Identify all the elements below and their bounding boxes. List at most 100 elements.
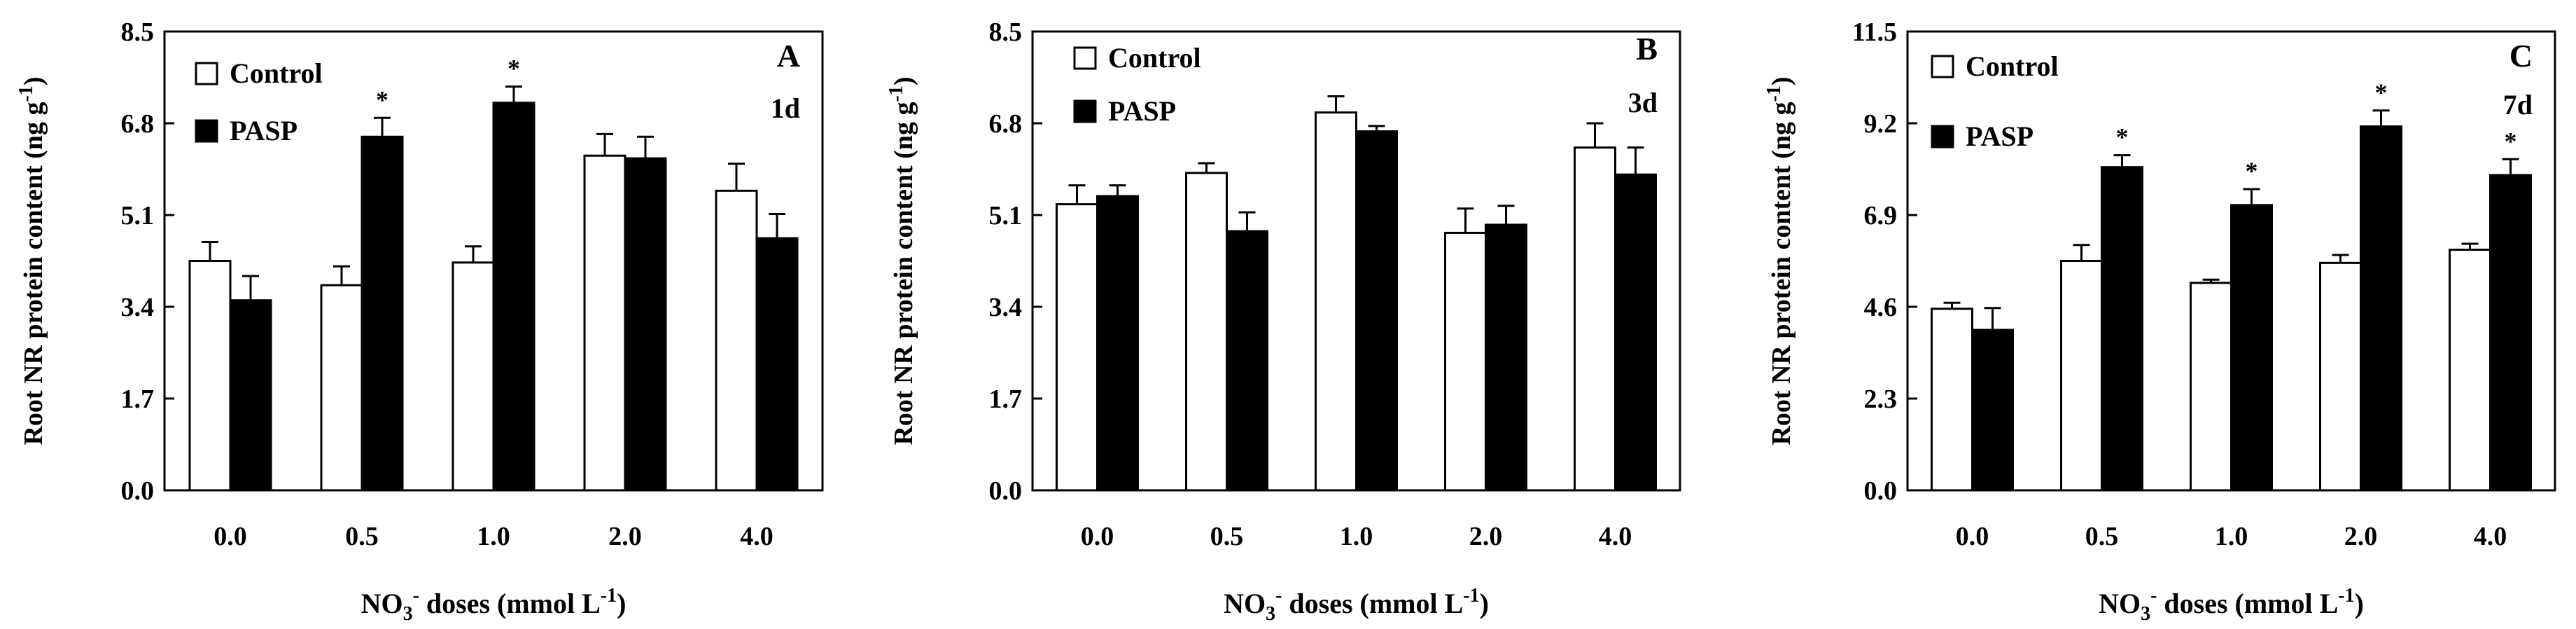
x-tick-label: 0.5 xyxy=(2085,522,2119,551)
bar-control xyxy=(1056,203,1098,492)
x-tick-label: 0.0 xyxy=(1081,522,1114,551)
bar-control xyxy=(715,189,758,492)
legend-label-pasp: PASP xyxy=(230,115,298,146)
x-axis-title-no: NO xyxy=(361,588,403,619)
bar-pasp xyxy=(492,102,536,492)
significance-marker: * xyxy=(376,85,388,113)
x-axis-title-sub: 3 xyxy=(2141,603,2150,625)
y-axis-title-sup: -1 xyxy=(1763,85,1785,102)
x-axis-title-sup2: -1 xyxy=(2338,585,2354,607)
significance-marker: * xyxy=(507,55,520,83)
legend-swatch-control xyxy=(1931,55,1954,78)
y-tick-label: 8.5 xyxy=(989,18,1023,47)
x-tick-label: 4.0 xyxy=(2474,522,2507,551)
x-tick-label: 0.5 xyxy=(345,522,379,551)
x-axis-title-end: ) xyxy=(1480,588,1489,619)
x-axis-title: NO3- doses (mmol L-1) xyxy=(361,585,626,625)
panel-b: 0.0 1.7 3.4 5.1 6.8 8.5 0.0 0.5 1.0 2.0 4.0 Control… xyxy=(886,18,1681,625)
bar-pasp xyxy=(2230,204,2273,492)
legend-swatch-control xyxy=(1073,46,1097,70)
legend-label-control: Control xyxy=(1966,50,2059,82)
y-axis-title: Root NR protein content (ng g-1) xyxy=(886,76,918,445)
y-tick-label: 0.0 xyxy=(121,476,155,506)
bar-control xyxy=(583,154,626,492)
bar-pasp xyxy=(755,237,799,492)
bar-pasp xyxy=(1485,223,1527,492)
bar-pasp xyxy=(2489,174,2532,492)
x-axis-title-end: ) xyxy=(2355,588,2364,619)
legend-swatch-pasp xyxy=(195,119,218,143)
panel-c: 0.0 2.3 4.6 6.9 9.2 11.5 0.0 0.5 * 1.0 * 2.0 * 4.0 * Co… xyxy=(1763,18,2556,625)
x-axis-title-sup: - xyxy=(1275,585,1282,607)
y-tick-label: 0.0 xyxy=(1864,476,1898,506)
bar-pasp xyxy=(2101,166,2143,492)
panel-label: C xyxy=(2510,38,2533,74)
legend: Control PASP xyxy=(195,57,323,146)
significance-marker: * xyxy=(2505,127,2517,155)
y-tick-label: 6.8 xyxy=(121,109,155,139)
bar-control xyxy=(451,261,495,492)
x-axis-title-sup2: -1 xyxy=(601,585,617,607)
legend-label-control: Control xyxy=(1108,42,1201,74)
legend-swatch-control xyxy=(195,62,218,85)
x-tick-label: 0.5 xyxy=(1210,522,1244,551)
y-axis-title-sup: -1 xyxy=(886,85,907,102)
y-tick-label: 1.7 xyxy=(121,385,155,414)
x-tick-label: 0.0 xyxy=(1956,522,1989,551)
x-axis-title-mid: doses (mmol L xyxy=(419,588,601,619)
x-tick-label: 4.0 xyxy=(1599,522,1632,551)
x-axis-title-sup: - xyxy=(2150,585,2157,607)
bar-pasp xyxy=(1226,230,1268,492)
legend-label-pasp: PASP xyxy=(1108,95,1176,127)
panel-label: A xyxy=(777,38,800,74)
bar-pasp xyxy=(1355,130,1398,492)
x-axis-title-end: ) xyxy=(617,588,626,619)
legend: Control PASP xyxy=(1073,42,1201,127)
bar-control xyxy=(188,260,232,492)
x-tick-label: 1.0 xyxy=(477,522,510,551)
bar-pasp xyxy=(1096,195,1139,492)
legend: Control PASP xyxy=(1931,50,2059,152)
x-axis-title-mid: doses (mmol L xyxy=(2157,588,2338,619)
x-axis-title-no: NO xyxy=(1224,588,1266,619)
bar-pasp xyxy=(624,157,667,492)
bar-control xyxy=(2190,282,2232,492)
bar-control xyxy=(1444,231,1487,492)
bar-pasp xyxy=(2360,125,2402,492)
bar-pasp xyxy=(360,135,404,492)
y-tick-label: 9.2 xyxy=(1864,109,1898,139)
y-axis-title-sup: -1 xyxy=(15,85,37,102)
bar-control xyxy=(320,284,363,492)
bar-control xyxy=(1315,111,1357,492)
bar-control xyxy=(1185,172,1228,492)
x-axis-title-mid: doses (mmol L xyxy=(1282,588,1463,619)
panel-duration: 1d xyxy=(771,92,800,124)
y-tick-label: 2.3 xyxy=(1864,385,1898,414)
y-axis-title: Root NR protein content (ng g-1) xyxy=(15,76,48,445)
legend-label-pasp: PASP xyxy=(1966,120,2033,152)
y-tick-label: 6.8 xyxy=(989,109,1023,139)
significance-marker: * xyxy=(2375,78,2388,106)
x-axis-title-sup: - xyxy=(413,585,419,607)
y-axis-title-end: ) xyxy=(1767,76,1796,85)
bar-control xyxy=(2060,260,2103,492)
bar-pasp xyxy=(229,299,272,492)
legend-swatch-pasp xyxy=(1931,125,1954,148)
legend-swatch-pasp xyxy=(1073,99,1097,123)
panel-a: 0.0 1.7 3.4 5.1 6.8 8.5 0.0 0.5 * 1.0 * 2.0 4.0 Contr… xyxy=(15,18,824,625)
y-tick-label: 1.7 xyxy=(989,385,1023,414)
significance-marker: * xyxy=(2246,157,2258,185)
y-axis-title: Root NR protein content (ng g-1) xyxy=(1763,76,1796,445)
x-tick-label: 1.0 xyxy=(2215,522,2248,551)
y-tick-label: 3.4 xyxy=(121,293,155,322)
significance-marker: * xyxy=(2116,123,2129,151)
y-tick-label: 0.0 xyxy=(989,476,1023,506)
y-tick-label: 8.5 xyxy=(121,18,155,47)
panel-duration: 3d xyxy=(1628,87,1658,118)
y-axis-title-main: Root NR protein content (ng g xyxy=(889,102,918,445)
bar-pasp xyxy=(1614,173,1657,492)
x-axis-title-sup2: -1 xyxy=(1463,585,1479,607)
x-tick-label: 2.0 xyxy=(1469,522,1503,551)
panel-duration: 7d xyxy=(2503,89,2533,120)
